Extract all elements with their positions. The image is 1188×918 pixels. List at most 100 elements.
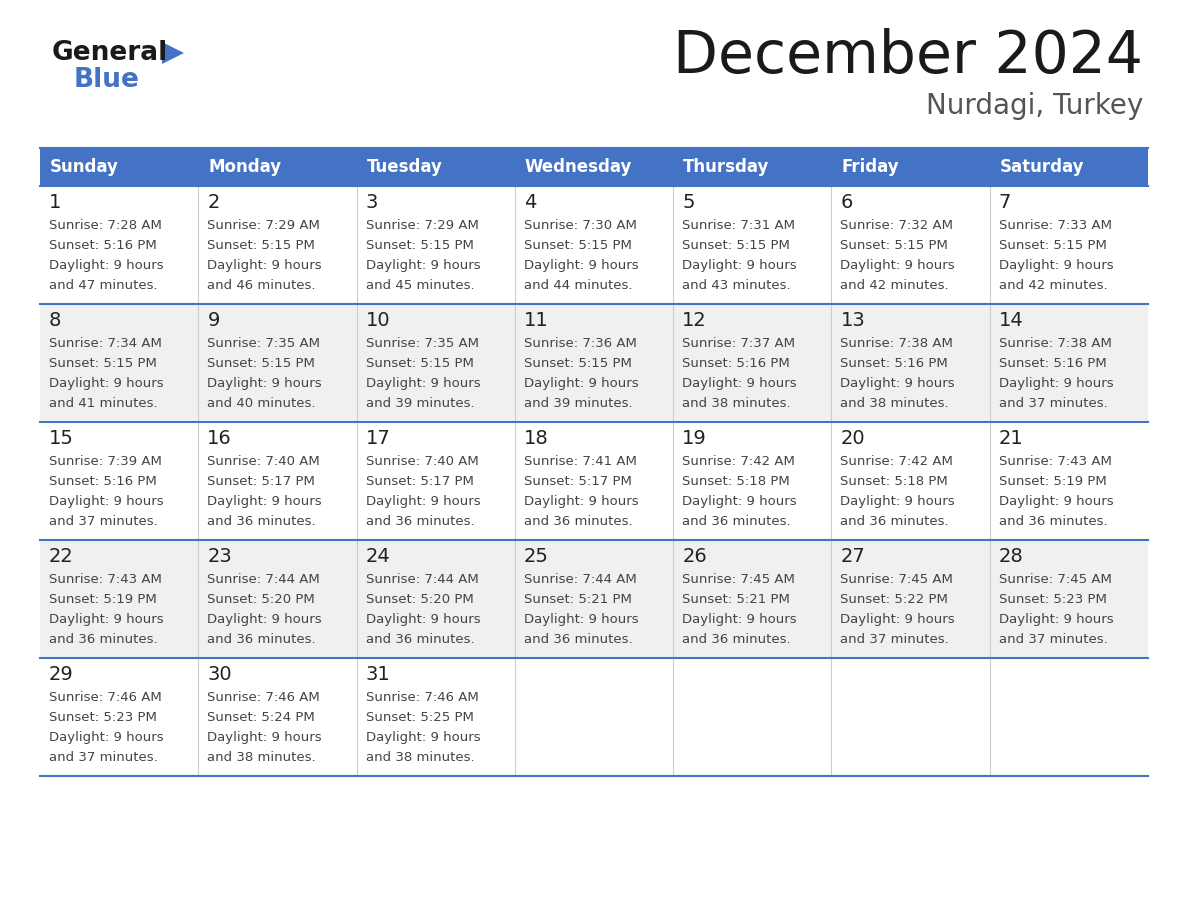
Text: Sunrise: 7:31 AM: Sunrise: 7:31 AM — [682, 219, 795, 232]
Text: and 42 minutes.: and 42 minutes. — [840, 279, 949, 292]
Text: Daylight: 9 hours: Daylight: 9 hours — [207, 613, 322, 626]
Text: Sunrise: 7:30 AM: Sunrise: 7:30 AM — [524, 219, 637, 232]
Text: and 37 minutes.: and 37 minutes. — [49, 515, 158, 528]
Text: Sunset: 5:16 PM: Sunset: 5:16 PM — [840, 357, 948, 370]
Text: and 36 minutes.: and 36 minutes. — [682, 515, 791, 528]
Text: 30: 30 — [207, 665, 232, 684]
Text: Daylight: 9 hours: Daylight: 9 hours — [840, 495, 955, 508]
Text: Sunrise: 7:32 AM: Sunrise: 7:32 AM — [840, 219, 954, 232]
Bar — [990, 148, 1148, 186]
Text: Daylight: 9 hours: Daylight: 9 hours — [49, 731, 164, 744]
Text: Sunset: 5:18 PM: Sunset: 5:18 PM — [682, 475, 790, 488]
Text: 5: 5 — [682, 193, 695, 212]
Bar — [198, 658, 356, 776]
Text: and 36 minutes.: and 36 minutes. — [682, 633, 791, 646]
Text: 11: 11 — [524, 311, 549, 330]
Bar — [198, 304, 356, 422]
Bar — [990, 422, 1148, 540]
Text: and 38 minutes.: and 38 minutes. — [366, 751, 474, 764]
Bar — [832, 186, 990, 304]
Text: Daylight: 9 hours: Daylight: 9 hours — [524, 377, 638, 390]
Text: Sunrise: 7:45 AM: Sunrise: 7:45 AM — [840, 573, 953, 586]
Text: 17: 17 — [366, 429, 391, 448]
Text: Sunrise: 7:42 AM: Sunrise: 7:42 AM — [682, 455, 795, 468]
Bar — [198, 148, 356, 186]
Text: and 37 minutes.: and 37 minutes. — [49, 751, 158, 764]
Text: Sunset: 5:17 PM: Sunset: 5:17 PM — [524, 475, 632, 488]
Text: and 36 minutes.: and 36 minutes. — [366, 633, 474, 646]
Bar — [514, 658, 674, 776]
Text: Daylight: 9 hours: Daylight: 9 hours — [524, 495, 638, 508]
Bar — [514, 186, 674, 304]
Text: Daylight: 9 hours: Daylight: 9 hours — [840, 377, 955, 390]
Text: 12: 12 — [682, 311, 707, 330]
Bar — [40, 148, 198, 186]
Text: 10: 10 — [366, 311, 390, 330]
Bar — [356, 186, 514, 304]
Text: Daylight: 9 hours: Daylight: 9 hours — [366, 495, 480, 508]
Text: 14: 14 — [999, 311, 1024, 330]
Text: Sunrise: 7:46 AM: Sunrise: 7:46 AM — [207, 691, 320, 704]
Text: and 43 minutes.: and 43 minutes. — [682, 279, 791, 292]
Text: and 36 minutes.: and 36 minutes. — [49, 633, 158, 646]
Bar — [356, 304, 514, 422]
Bar — [198, 422, 356, 540]
Text: and 36 minutes.: and 36 minutes. — [207, 633, 316, 646]
Text: Daylight: 9 hours: Daylight: 9 hours — [682, 377, 797, 390]
Bar — [40, 186, 198, 304]
Bar — [514, 540, 674, 658]
Bar — [832, 658, 990, 776]
Text: Sunrise: 7:43 AM: Sunrise: 7:43 AM — [999, 455, 1112, 468]
Text: Blue: Blue — [74, 67, 140, 93]
Bar — [990, 304, 1148, 422]
Text: Daylight: 9 hours: Daylight: 9 hours — [49, 613, 164, 626]
Text: 28: 28 — [999, 547, 1024, 566]
Text: Sunset: 5:19 PM: Sunset: 5:19 PM — [999, 475, 1106, 488]
Text: 4: 4 — [524, 193, 536, 212]
Text: 3: 3 — [366, 193, 378, 212]
Text: Nurdagi, Turkey: Nurdagi, Turkey — [925, 92, 1143, 120]
Text: Daylight: 9 hours: Daylight: 9 hours — [366, 731, 480, 744]
Text: 1: 1 — [49, 193, 62, 212]
Text: and 45 minutes.: and 45 minutes. — [366, 279, 474, 292]
Text: Sunrise: 7:42 AM: Sunrise: 7:42 AM — [840, 455, 953, 468]
Text: Sunrise: 7:28 AM: Sunrise: 7:28 AM — [49, 219, 162, 232]
Text: Friday: Friday — [841, 158, 899, 176]
Bar — [198, 540, 356, 658]
Text: 13: 13 — [840, 311, 865, 330]
Text: and 39 minutes.: and 39 minutes. — [366, 397, 474, 410]
Text: Daylight: 9 hours: Daylight: 9 hours — [366, 377, 480, 390]
Text: Sunset: 5:16 PM: Sunset: 5:16 PM — [49, 239, 157, 252]
Text: Sunset: 5:25 PM: Sunset: 5:25 PM — [366, 711, 474, 724]
Bar — [40, 422, 198, 540]
Text: Sunset: 5:16 PM: Sunset: 5:16 PM — [49, 475, 157, 488]
Text: 2: 2 — [207, 193, 220, 212]
Bar — [674, 658, 832, 776]
Text: Sunrise: 7:29 AM: Sunrise: 7:29 AM — [366, 219, 479, 232]
Bar — [40, 304, 198, 422]
Bar — [514, 148, 674, 186]
Text: and 38 minutes.: and 38 minutes. — [682, 397, 791, 410]
Text: Daylight: 9 hours: Daylight: 9 hours — [207, 377, 322, 390]
Text: Sunrise: 7:45 AM: Sunrise: 7:45 AM — [999, 573, 1112, 586]
Text: Sunset: 5:15 PM: Sunset: 5:15 PM — [366, 357, 474, 370]
Text: and 36 minutes.: and 36 minutes. — [366, 515, 474, 528]
Text: Sunday: Sunday — [50, 158, 119, 176]
Text: and 42 minutes.: and 42 minutes. — [999, 279, 1107, 292]
Text: 8: 8 — [49, 311, 62, 330]
Text: Daylight: 9 hours: Daylight: 9 hours — [840, 613, 955, 626]
Text: Daylight: 9 hours: Daylight: 9 hours — [366, 613, 480, 626]
Text: 22: 22 — [49, 547, 74, 566]
Bar — [356, 658, 514, 776]
Polygon shape — [162, 42, 184, 64]
Text: and 46 minutes.: and 46 minutes. — [207, 279, 316, 292]
Bar — [356, 148, 514, 186]
Text: Daylight: 9 hours: Daylight: 9 hours — [524, 613, 638, 626]
Text: Sunrise: 7:38 AM: Sunrise: 7:38 AM — [840, 337, 953, 350]
Text: 31: 31 — [366, 665, 391, 684]
Text: Sunset: 5:17 PM: Sunset: 5:17 PM — [366, 475, 474, 488]
Text: Daylight: 9 hours: Daylight: 9 hours — [207, 731, 322, 744]
Text: 24: 24 — [366, 547, 391, 566]
Text: Daylight: 9 hours: Daylight: 9 hours — [999, 495, 1113, 508]
Text: Daylight: 9 hours: Daylight: 9 hours — [682, 495, 797, 508]
